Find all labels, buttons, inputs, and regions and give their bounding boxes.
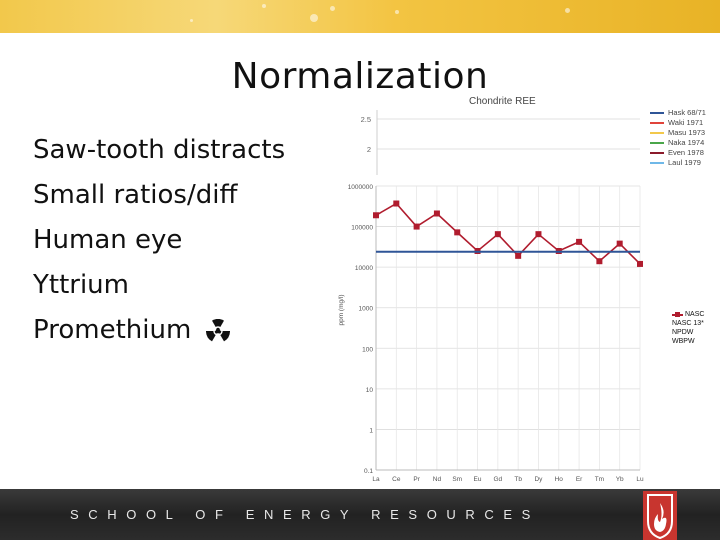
- slide-title: Normalization: [231, 56, 489, 97]
- legend-swatch: [650, 162, 664, 164]
- legend-marker: [672, 311, 683, 317]
- legend-swatch: [650, 152, 664, 154]
- bullet-item: Saw-tooth distracts: [33, 135, 286, 165]
- legend-label: Laul 1979: [668, 158, 701, 167]
- data-point: [637, 260, 643, 267]
- y-tick-label: 10: [366, 387, 374, 394]
- legend-label: NASC 13*: [672, 320, 704, 327]
- data-point: [373, 212, 379, 219]
- legend-entry: Even 1978: [650, 148, 706, 158]
- legend-entry: Naka 1974: [650, 138, 706, 148]
- radiation-icon: [205, 318, 230, 341]
- legend-label: NPDW: [672, 329, 694, 336]
- legend-entry: WBPW: [672, 337, 704, 346]
- x-tick-label: Sm: [452, 476, 462, 483]
- data-point: [494, 231, 501, 238]
- legend-label: NASC: [685, 311, 705, 318]
- x-tick-label: Gd: [494, 476, 503, 483]
- legend-label: Waki 1971: [668, 118, 704, 127]
- legend-swatch: [650, 122, 664, 124]
- bullet-item-promethium: Promethium: [33, 308, 285, 353]
- y-tick-label: 2.5: [361, 115, 371, 124]
- x-tick-label: Pr: [413, 476, 420, 483]
- legend-swatch: [650, 112, 664, 114]
- legend-entry: NASC: [672, 310, 704, 319]
- data-point: [515, 252, 522, 259]
- data-point: [616, 240, 623, 247]
- legend-label: Even 1978: [668, 148, 704, 157]
- footer-text: SCHOOL OF ENERGY RESOURCES: [70, 507, 540, 522]
- data-point: [393, 200, 400, 207]
- y-tick-label: 2: [367, 145, 371, 154]
- y-tick-label: 100: [362, 346, 373, 353]
- data-point: [535, 231, 542, 238]
- x-tick-label: La: [372, 476, 380, 483]
- x-tick-label: Yb: [616, 476, 624, 483]
- x-tick-label: Er: [576, 476, 583, 483]
- flame-shield-icon: [643, 491, 677, 540]
- legend-label: Hask 68/71: [668, 108, 706, 117]
- legend-label: WBPW: [672, 338, 695, 345]
- legend-entry: Masu 1973: [650, 128, 706, 138]
- legend-entry: Hask 68/71: [650, 108, 706, 118]
- y-axis-label: ppm (mg/l): [338, 294, 345, 325]
- footer-bar: SCHOOL OF ENERGY RESOURCES: [0, 489, 720, 540]
- legend-entry: NASC 13*: [672, 319, 704, 328]
- bullet-item-label: Promethium: [33, 315, 192, 345]
- x-tick-label: Tm: [595, 476, 604, 483]
- y-tick-label: 10000: [355, 265, 373, 272]
- y-tick-label: 100000: [351, 225, 373, 232]
- x-tick-label: Ce: [392, 476, 401, 483]
- back-chart-legend: Hask 68/71 Waki 1971 Masu 1973 Naka 1974 Eve…: [650, 108, 706, 168]
- x-tick-label: Eu: [474, 476, 482, 483]
- y-tick-label: 1000: [359, 306, 374, 313]
- data-point: [433, 210, 440, 217]
- y-tick-label: 1000000: [348, 184, 374, 191]
- back-chart: 2.521.5: [361, 110, 640, 180]
- y-tick-label: 1: [369, 427, 373, 434]
- data-point: [596, 258, 603, 265]
- legend-label: Masu 1973: [668, 128, 706, 137]
- back-chart-title: Chondrite REE: [469, 96, 536, 107]
- x-tick-label: Tb: [514, 476, 522, 483]
- bullet-item: Human eye: [33, 225, 183, 255]
- front-chart: 0.1 1 10 100 1000 10000 100000 1000000 La Ce Pr Nd S…: [335, 175, 645, 485]
- bullet-item: Yttrium: [33, 270, 129, 300]
- bullet-list: Saw-tooth distracts Small ratios/diff Hu…: [33, 128, 285, 353]
- x-tick-label: Nd: [433, 476, 442, 483]
- front-chart-legend: NASC NASC 13* NPDW WBPW: [672, 310, 704, 346]
- legend-swatch: [650, 142, 664, 144]
- data-point: [413, 223, 420, 230]
- legend-entry: Laul 1979: [650, 158, 706, 168]
- top-banner: [0, 0, 720, 33]
- legend-entry: NPDW: [672, 328, 704, 337]
- data-point: [454, 229, 461, 236]
- data-point: [576, 238, 583, 245]
- legend-swatch: [650, 132, 664, 134]
- legend-label: Naka 1974: [668, 138, 705, 147]
- series-line-nasc: [375, 202, 641, 265]
- bullet-item: Small ratios/diff: [33, 180, 238, 210]
- x-tick-label: Lu: [636, 476, 644, 483]
- y-tick-label: 0.1: [364, 468, 373, 475]
- x-tick-label: Dy: [534, 476, 543, 483]
- legend-entry: Waki 1971: [650, 118, 706, 128]
- x-tick-label: Ho: [555, 476, 564, 483]
- chart-background: [335, 175, 645, 485]
